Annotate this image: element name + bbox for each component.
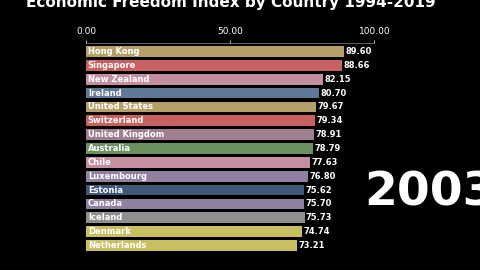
Bar <box>86 198 304 209</box>
Text: Luxembourg: Luxembourg <box>88 172 147 181</box>
Bar <box>86 240 297 251</box>
Text: 78.91: 78.91 <box>315 130 341 139</box>
Text: 76.80: 76.80 <box>309 172 336 181</box>
Bar <box>86 88 319 99</box>
Text: 75.62: 75.62 <box>306 185 332 195</box>
Title: Economic Freedom Index by Country 1994-2019: Economic Freedom Index by Country 1994-2… <box>25 0 435 10</box>
Text: United Kingdom: United Kingdom <box>88 130 164 139</box>
Text: Australia: Australia <box>88 144 131 153</box>
Bar <box>86 46 345 57</box>
Text: 80.70: 80.70 <box>320 89 347 97</box>
Text: 77.63: 77.63 <box>312 158 338 167</box>
Text: Denmark: Denmark <box>88 227 131 236</box>
Text: Canada: Canada <box>88 200 123 208</box>
Text: 73.21: 73.21 <box>299 241 325 250</box>
Text: New Zealand: New Zealand <box>88 75 149 84</box>
Text: 89.60: 89.60 <box>346 47 372 56</box>
Bar <box>86 129 313 140</box>
Bar <box>86 157 310 168</box>
Text: 82.15: 82.15 <box>324 75 351 84</box>
Bar <box>86 212 304 223</box>
Text: 2003: 2003 <box>364 171 480 216</box>
Bar <box>86 60 342 71</box>
Text: 79.34: 79.34 <box>316 116 343 125</box>
Text: Estonia: Estonia <box>88 185 123 195</box>
Bar <box>86 226 301 237</box>
Text: Switzerland: Switzerland <box>88 116 144 125</box>
Bar <box>86 74 323 85</box>
Text: 79.67: 79.67 <box>317 102 344 112</box>
Text: Chile: Chile <box>88 158 112 167</box>
Text: 74.74: 74.74 <box>303 227 330 236</box>
Text: 75.70: 75.70 <box>306 200 332 208</box>
Text: Iceland: Iceland <box>88 213 122 222</box>
Bar <box>86 143 313 154</box>
Text: Ireland: Ireland <box>88 89 121 97</box>
Bar <box>86 115 315 126</box>
Text: 75.73: 75.73 <box>306 213 332 222</box>
Text: Hong Kong: Hong Kong <box>88 47 139 56</box>
Text: 88.66: 88.66 <box>343 61 370 70</box>
Bar <box>86 185 304 195</box>
Text: United States: United States <box>88 102 153 112</box>
Bar <box>86 102 316 112</box>
Text: Singapore: Singapore <box>88 61 136 70</box>
Text: 78.79: 78.79 <box>315 144 341 153</box>
Text: Netherlands: Netherlands <box>88 241 146 250</box>
Bar <box>86 171 308 182</box>
